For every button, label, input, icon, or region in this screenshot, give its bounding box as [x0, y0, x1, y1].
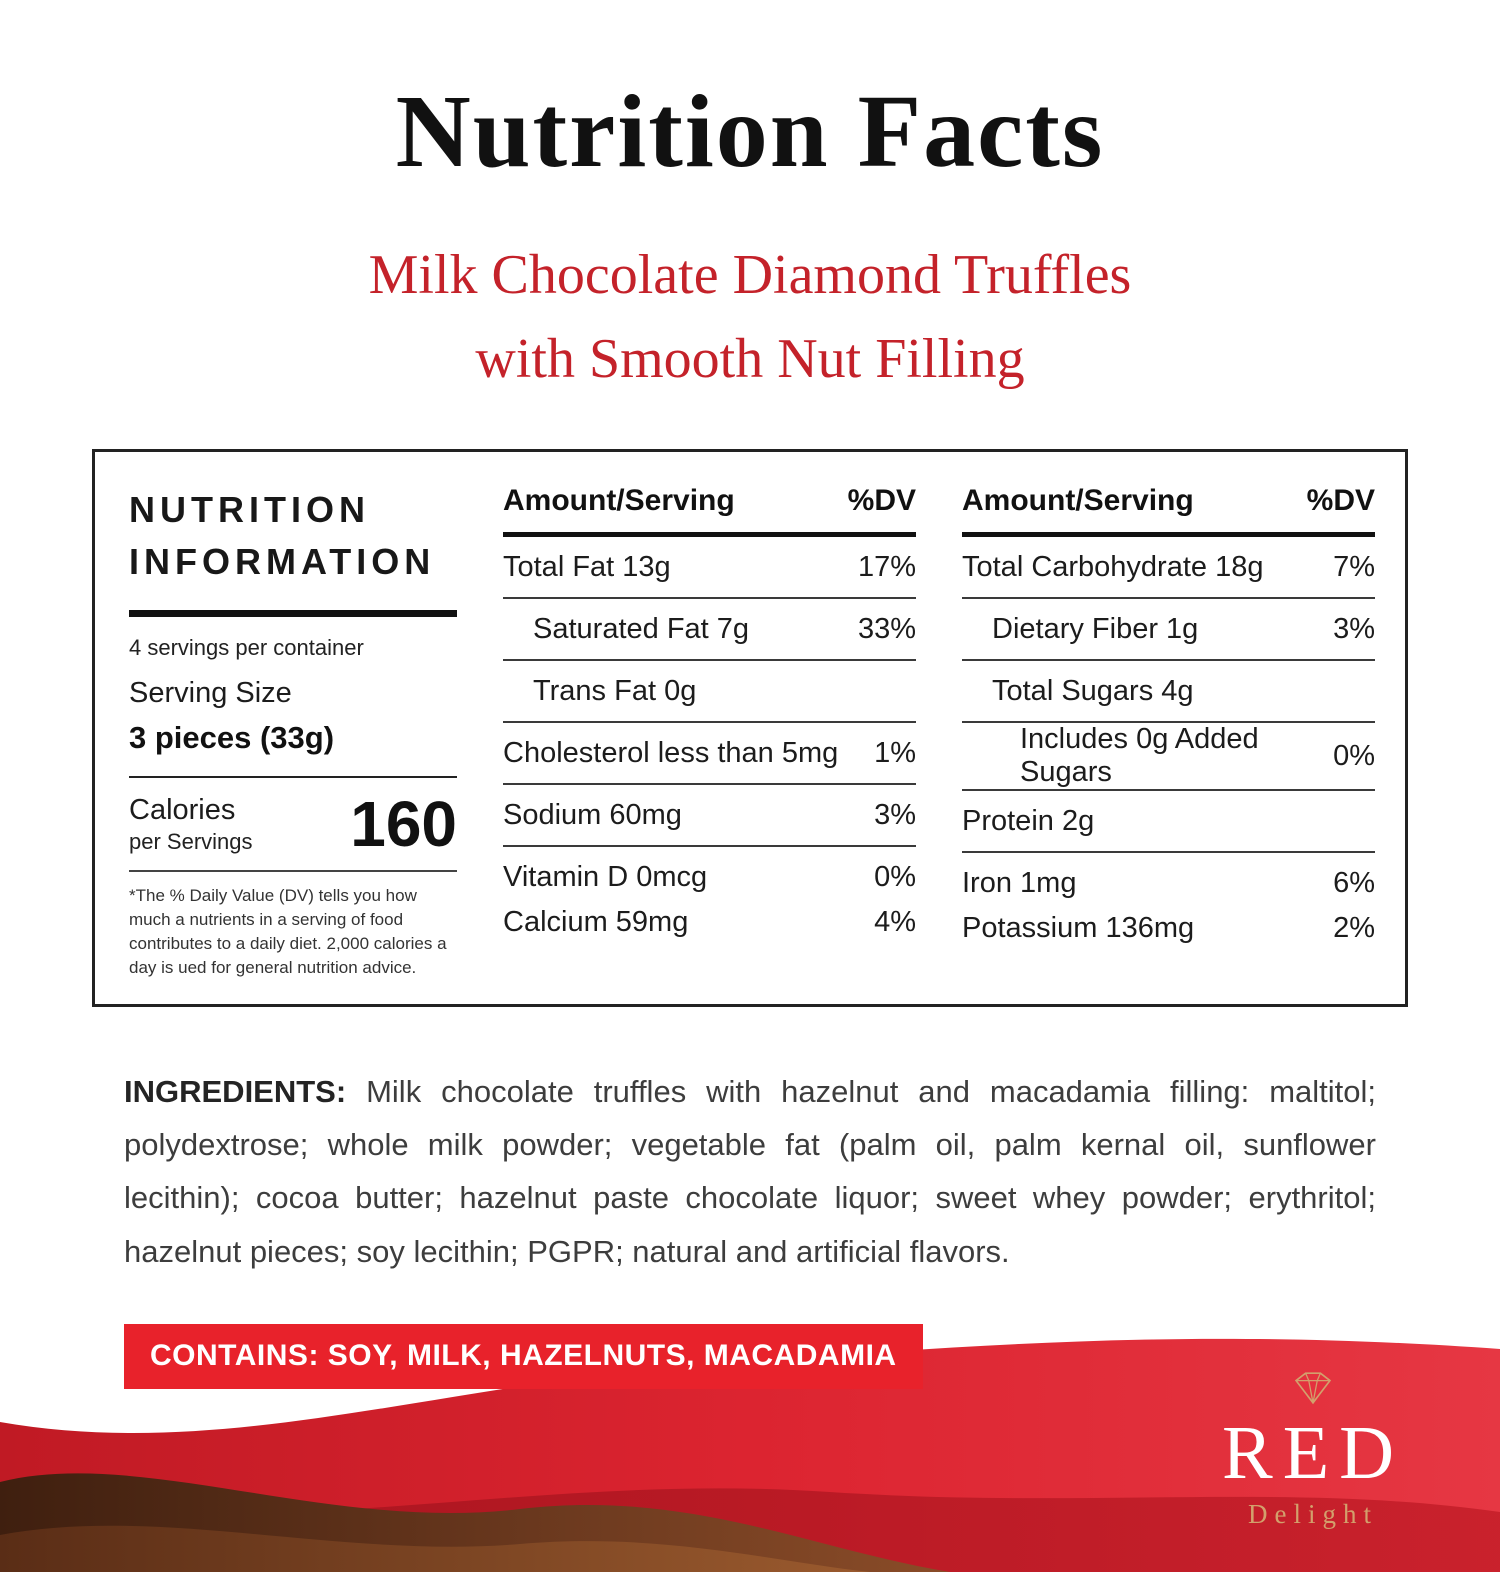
divider [129, 776, 457, 779]
nutrient-dv: 2% [1333, 912, 1375, 944]
nutrient-dv: 1% [874, 736, 916, 769]
calories-row: Calories per Servings 160 [129, 792, 457, 856]
divider [129, 870, 457, 873]
nutrient-row-saturated-fat: Saturated Fat 7g 33% [503, 599, 916, 661]
nutrients-column-left: Amount/Serving %DV Total Fat 13g 17% Sat… [503, 484, 916, 980]
ingredients-paragraph: INGREDIENTS: Milk chocolate truffles wit… [124, 1065, 1376, 1278]
nutrient-label: Total Fat 13g [503, 550, 671, 583]
calories-label: Calories [129, 793, 236, 826]
dv-header: %DV [847, 484, 916, 517]
brand-name: RED [1222, 1411, 1404, 1495]
nutrient-label: Calcium 59mg [503, 906, 689, 938]
nutrient-row-cholesterol: Cholesterol less than 5mg 1% [503, 723, 916, 785]
nutrition-info-title: NUTRITION INFORMATION [129, 484, 457, 588]
nutrient-label: Total Carbohydrate 18g [962, 550, 1264, 583]
product-subtitle-line1: Milk Chocolate Diamond Truffles [368, 244, 1132, 306]
nutrient-row-added-sugars: Includes 0g Added Sugars 0% [962, 723, 1375, 791]
nutrient-dv: 4% [874, 906, 916, 938]
nutrient-row-sodium: Sodium 60mg 3% [503, 785, 916, 847]
amount-serving-header: Amount/Serving [503, 484, 735, 517]
nutrient-row-total-sugars: Total Sugars 4g [962, 661, 1375, 723]
nutrient-label: Dietary Fiber 1g [992, 612, 1199, 645]
serving-size-label: Serving Size [129, 677, 292, 710]
nutrient-dv: 0% [1333, 739, 1375, 772]
nutrient-row-vitamin-d: Vitamin D 0mcg 0% [503, 855, 916, 900]
allergen-banner: CONTAINS: SOY, MILK, HAZELNUTS, MACADAMI… [124, 1323, 923, 1389]
page-title: Nutrition Facts [395, 74, 1105, 189]
nutrients-column-right: Amount/Serving %DV Total Carbohydrate 18… [962, 484, 1375, 980]
nutrient-dv: 7% [1333, 550, 1375, 583]
nutrient-label: Vitamin D 0mcg [503, 861, 708, 893]
nutrient-row-dietary-fiber: Dietary Fiber 1g 3% [962, 599, 1375, 661]
amount-serving-header: Amount/Serving [962, 484, 1194, 517]
product-subtitle-line2: with Smooth Nut Filling [475, 328, 1025, 390]
ingredients-text: Milk chocolate truffles with hazelnut an… [124, 1073, 1376, 1269]
nutrient-row-potassium: Potassium 136mg 2% [962, 906, 1375, 951]
nutrient-label: Saturated Fat 7g [533, 612, 750, 645]
calories-labels: Calories per Servings [129, 794, 253, 855]
nutrition-info-title-line2: INFORMATION [129, 541, 436, 583]
diamond-icon [1222, 1370, 1404, 1411]
nutrient-dv: 6% [1333, 867, 1375, 899]
nutrient-dv: 17% [857, 550, 916, 583]
nutrition-info-column: NUTRITION INFORMATION 4 servings per con… [129, 484, 457, 980]
servings-per-container: 4 servings per container [129, 635, 364, 661]
nutrient-dv: 3% [874, 798, 916, 831]
brand-logo: RED Delight [1222, 1370, 1404, 1530]
nutrient-row-iron: Iron 1mg 6% [962, 861, 1375, 906]
calories-value: 160 [350, 788, 457, 861]
nutrient-dv: 0% [874, 861, 916, 893]
thick-divider [129, 610, 457, 618]
nutrient-label: Iron 1mg [962, 867, 1077, 899]
nutrient-row-protein: Protein 2g [962, 791, 1375, 853]
ingredients-label: INGREDIENTS: [124, 1073, 347, 1109]
brand-subname: Delight [1248, 1499, 1378, 1529]
serving-size-value: 3 pieces (33g) [129, 720, 335, 756]
daily-value-footnote: *The % Daily Value (DV) tells you how mu… [129, 886, 447, 977]
nutrient-row-total-carbohydrate: Total Carbohydrate 18g 7% [962, 537, 1375, 599]
nutrient-dv: 3% [1333, 612, 1375, 645]
nutrient-label: Trans Fat 0g [533, 674, 697, 707]
nutrient-row-calcium: Calcium 59mg 4% [503, 900, 916, 945]
nutrient-label: Protein 2g [962, 804, 1095, 837]
nutrition-info-title-line1: NUTRITION [129, 489, 370, 530]
column-header: Amount/Serving %DV [503, 484, 916, 537]
nutrient-row-trans-fat: Trans Fat 0g [503, 661, 916, 723]
column-header: Amount/Serving %DV [962, 484, 1375, 537]
dv-header: %DV [1306, 484, 1375, 517]
nutrient-label: Total Sugars 4g [992, 674, 1194, 707]
nutrient-label: Potassium 136mg [962, 912, 1195, 944]
product-subtitle: Milk Chocolate Diamond Truffles with Smo… [0, 233, 1500, 401]
calories-sublabel: per Servings [129, 828, 253, 854]
nutrient-label: Includes 0g Added Sugars [1020, 723, 1259, 788]
nutrition-panel: NUTRITION INFORMATION 4 servings per con… [92, 449, 1408, 1007]
nutrient-dv: 33% [857, 612, 916, 645]
nutrient-label: Cholesterol less than 5mg [503, 736, 839, 769]
nutrient-label: Sodium 60mg [503, 798, 682, 831]
nutrient-row-total-fat: Total Fat 13g 17% [503, 537, 916, 599]
